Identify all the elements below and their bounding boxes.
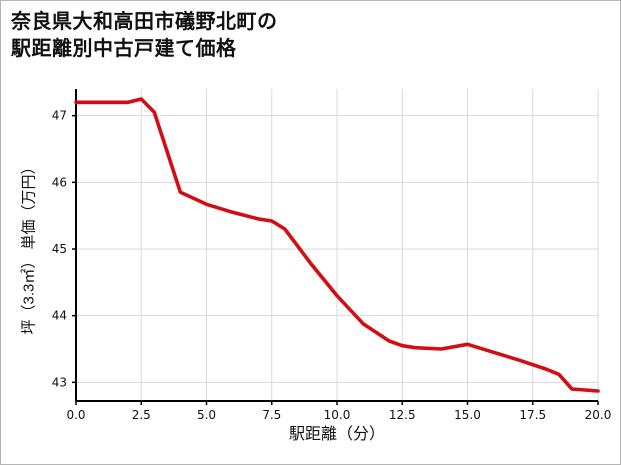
y-tick-label: 45 — [52, 242, 67, 256]
x-tick-label: 12.5 — [389, 408, 416, 422]
x-tick-label: 20.0 — [585, 408, 612, 422]
y-tick-label: 47 — [52, 109, 67, 123]
chart-title: 奈良県大和高田市礒野北町の 駅距離別中古戸建て価格 — [11, 9, 278, 63]
gridlines — [76, 89, 599, 401]
y-tick-label: 44 — [52, 309, 67, 323]
x-tick-label: 7.5 — [262, 408, 281, 422]
price-line-series — [74, 97, 600, 393]
x-tick-label: 0.0 — [66, 408, 85, 422]
x-axis-label: 駅距離（分） — [288, 426, 386, 443]
x-tick-label: 17.5 — [519, 408, 546, 422]
chart-title-line2: 駅距離別中古戸建て価格 — [11, 38, 237, 60]
x-tick-label: 15.0 — [454, 408, 481, 422]
y-tick-label: 46 — [52, 175, 67, 189]
x-tick-label: 2.5 — [132, 408, 151, 422]
chart-title-line1: 奈良県大和高田市礒野北町の — [11, 11, 278, 33]
x-tick-label: 10.0 — [324, 408, 351, 422]
y-tick-label: 43 — [52, 375, 67, 389]
x-tick-label: 5.0 — [197, 408, 216, 422]
